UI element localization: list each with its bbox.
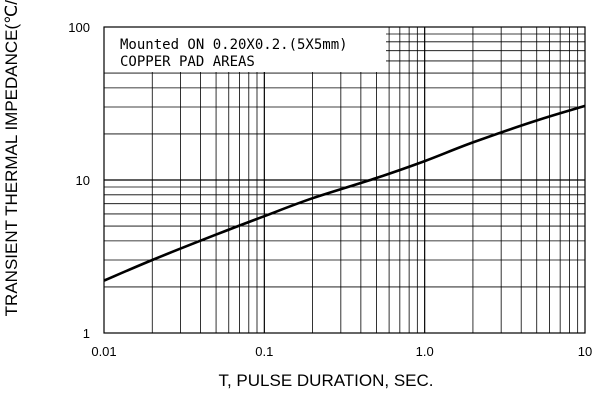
y-tick-label: 1 (83, 326, 90, 341)
y-tick-label: 10 (76, 173, 90, 188)
y-axis-title: TRANSIENT THERMAL IMPEDANCE(℃/ (2, 0, 21, 316)
annotation-line-2: COPPER PAD AREAS (120, 54, 255, 70)
y-tick-label: 100 (68, 20, 90, 35)
plot-frame (103, 26, 586, 334)
annotation-line-1: Mounted ON 0.20X0.2.(5X5mm) (120, 37, 348, 53)
x-tick-label: 0.01 (91, 344, 116, 359)
y-tick-labels: 1 10 100 (68, 20, 90, 341)
x-tick-label: 1.0 (416, 344, 434, 359)
series-curve (103, 104, 586, 282)
major-grid (104, 27, 585, 333)
x-tick-label: 0.1 (255, 344, 273, 359)
x-tick-labels: 0.01 0.1 1.0 10 (91, 344, 592, 359)
minor-grid (104, 27, 585, 333)
x-tick-label: 10 (578, 344, 592, 359)
annotation-box (104, 27, 386, 72)
x-axis-title: T, PULSE DURATION, SEC. (218, 371, 433, 390)
